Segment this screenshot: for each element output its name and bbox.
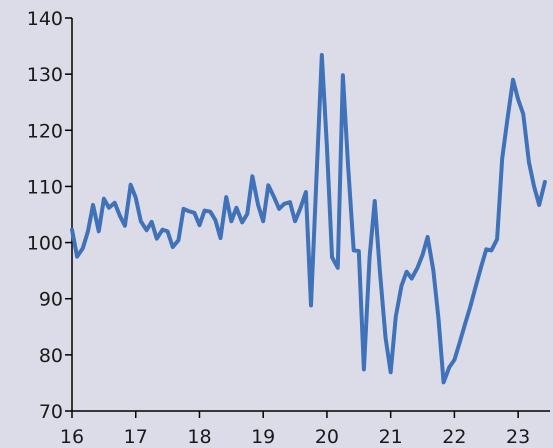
y-tick-label: 100: [27, 233, 63, 255]
y-tick-label: 130: [27, 64, 63, 86]
x-tick-label: 20: [315, 426, 339, 448]
x-axis: 16 17 18 19 20 21 22 23: [60, 410, 550, 448]
x-tick-label: 23: [506, 426, 530, 448]
series-layer: [70, 53, 547, 385]
x-tick-label: 22: [442, 426, 466, 448]
y-axis: 70 80 90 100 110 120 130 140: [27, 8, 73, 423]
y-tick-label: 90: [39, 289, 63, 311]
y-tick-label: 70: [39, 401, 63, 423]
x-tick-label: 19: [251, 426, 275, 448]
y-tick-label: 120: [27, 120, 63, 142]
x-tick-label: 17: [124, 426, 148, 448]
y-tick-label: 140: [27, 8, 63, 30]
x-tick-label: 21: [379, 426, 403, 448]
x-tick-label: 16: [60, 426, 84, 448]
y-tick-label: 110: [27, 176, 63, 198]
series-line-0: [70, 53, 547, 385]
x-tick-label: 18: [187, 426, 211, 448]
y-tick-label: 80: [39, 345, 63, 367]
